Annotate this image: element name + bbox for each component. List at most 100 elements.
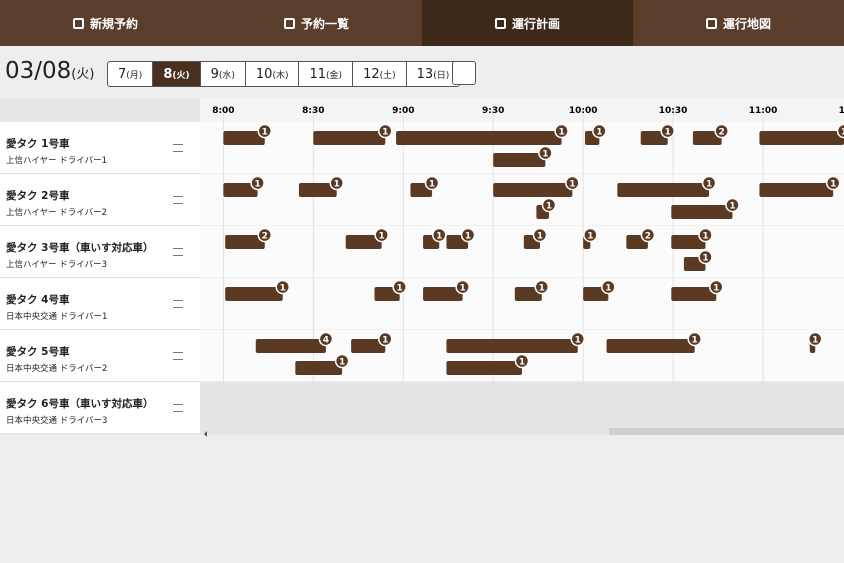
day-button[interactable]: 7 (月) xyxy=(108,62,152,86)
booking-count: 1 xyxy=(542,150,548,160)
booking-bar[interactable] xyxy=(223,183,258,197)
booking-badge xyxy=(257,123,273,139)
scrollbar-thumb[interactable] xyxy=(609,428,844,435)
vehicle-list: 愛タク 1号車 上信ハイヤー ドライバー1 愛タク 2号車 上信ハイヤー ドライバー2… xyxy=(0,98,200,434)
day-dow: (日) xyxy=(433,70,450,81)
booking-bar[interactable] xyxy=(298,183,337,197)
booking-count: 1 xyxy=(605,284,611,294)
booking-badge xyxy=(660,123,675,139)
day-num: 13 xyxy=(416,66,434,82)
booking-count: 1 xyxy=(429,180,435,190)
time-header xyxy=(200,98,844,122)
booking-bar[interactable] xyxy=(617,183,710,197)
date: 03/08(火) xyxy=(5,58,94,84)
booking-badge xyxy=(709,279,724,295)
row-menu[interactable] xyxy=(173,352,183,360)
vehicle-driver: 日本中央交通 ドライバー2 xyxy=(6,364,108,374)
vehicle-name: 愛タク 3号車（車いす対応車） xyxy=(6,242,154,254)
day-button[interactable]: 13 (日) xyxy=(405,62,460,86)
scroll-left-arrow[interactable] xyxy=(204,431,207,437)
tab[interactable]: 予約一覧 xyxy=(211,0,422,46)
booking-badge xyxy=(592,123,607,139)
booking-bar[interactable] xyxy=(446,361,522,375)
tab[interactable]: 運行地図 xyxy=(633,0,844,46)
booking-bar[interactable] xyxy=(493,183,573,197)
row-background xyxy=(200,278,844,330)
booking-count: 4 xyxy=(323,336,329,346)
booking-bar[interactable] xyxy=(759,183,834,197)
booking-count: 1 xyxy=(596,128,602,138)
booking-bar[interactable] xyxy=(225,287,283,301)
day-dow: (火) xyxy=(172,70,190,81)
day-button[interactable]: 11 (金) xyxy=(298,62,352,86)
day-button[interactable]: 9 (水) xyxy=(199,62,245,86)
vehicle-name: 愛タク 5号車 xyxy=(6,346,70,358)
booking-badge xyxy=(601,279,616,295)
row-menu[interactable] xyxy=(173,404,183,412)
tab-icon xyxy=(72,17,84,29)
booking-badge xyxy=(460,227,476,243)
row-menu[interactable] xyxy=(173,144,183,152)
booking-count: 1 xyxy=(436,232,442,242)
booking-count: 1 xyxy=(702,232,708,242)
booking-count: 1 xyxy=(460,284,466,294)
calendar-button[interactable] xyxy=(452,61,476,85)
booking-badge xyxy=(432,227,447,243)
booking-badge xyxy=(698,227,713,243)
booking-bar[interactable] xyxy=(514,287,542,301)
vehicle-name: 愛タク 4号車 xyxy=(6,294,70,306)
booking-bar[interactable] xyxy=(671,205,733,219)
booking-bar[interactable] xyxy=(423,287,463,301)
vehicle-name: 愛タク 6号車（車いす対応車） xyxy=(6,398,154,410)
tab[interactable]: 新規予約 xyxy=(0,0,211,46)
row-menu[interactable] xyxy=(173,300,183,308)
row-background xyxy=(200,174,844,226)
booking-bar[interactable] xyxy=(255,339,326,353)
booking-count: 1 xyxy=(280,284,286,294)
booking-badge xyxy=(378,123,393,139)
day-dow: (土) xyxy=(379,70,396,81)
booking-bar[interactable] xyxy=(493,153,546,167)
booking-bar[interactable] xyxy=(351,339,386,353)
booking-badge xyxy=(374,227,389,243)
booking-bar[interactable] xyxy=(223,131,265,145)
booking-badge xyxy=(687,331,702,347)
booking-badge xyxy=(532,227,548,243)
vehicle-row: 愛タク 1号車 上信ハイヤー ドライバー1 xyxy=(0,122,200,174)
day-button[interactable]: 8 (火) xyxy=(152,62,200,86)
booking-count: 2 xyxy=(262,232,268,242)
day-button[interactable]: 10 (木) xyxy=(244,62,299,86)
booking-bar[interactable] xyxy=(313,131,386,145)
booking-badge xyxy=(378,331,393,347)
booking-badge xyxy=(334,353,350,369)
booking-bar[interactable] xyxy=(295,361,343,375)
booking-bar[interactable] xyxy=(225,235,265,249)
booking-bar[interactable] xyxy=(396,131,562,145)
booking-bar[interactable] xyxy=(759,131,844,145)
booking-bar[interactable] xyxy=(446,339,578,353)
tab[interactable]: 運行計画 xyxy=(422,0,633,46)
schedule-grid: 8:00 8:30 9:00 9:30 10:00 10:30 11:00 11:30 1 1 1 1… xyxy=(200,98,844,437)
booking-bar[interactable] xyxy=(671,235,706,249)
booking-bar[interactable] xyxy=(671,287,717,301)
tab-label: 運行計画 xyxy=(511,16,560,31)
day-button[interactable]: 12 (土) xyxy=(352,62,406,86)
booking-badge xyxy=(250,175,265,191)
booking-count: 2 xyxy=(645,232,651,242)
booking-badge xyxy=(725,197,740,213)
booking-bar[interactable] xyxy=(692,131,722,145)
vehicle-row: 愛タク 6号車（車いす対応車） 日本中央交通 ドライバー3 xyxy=(0,382,200,434)
day-dow: (水) xyxy=(218,70,235,81)
tab-label: 新規予約 xyxy=(89,16,138,31)
row-menu[interactable] xyxy=(173,248,183,256)
booking-count: 1 xyxy=(262,128,268,138)
booking-count: 1 xyxy=(339,358,345,368)
booking-count: 1 xyxy=(379,232,385,242)
row-menu[interactable] xyxy=(173,196,183,204)
booking-count: 1 xyxy=(254,180,260,190)
booking-bar[interactable] xyxy=(345,235,382,249)
booking-count: 1 xyxy=(465,232,471,242)
booking-bar[interactable] xyxy=(606,339,695,353)
booking-bar[interactable] xyxy=(640,131,668,145)
booking-count: 1 xyxy=(830,180,836,190)
